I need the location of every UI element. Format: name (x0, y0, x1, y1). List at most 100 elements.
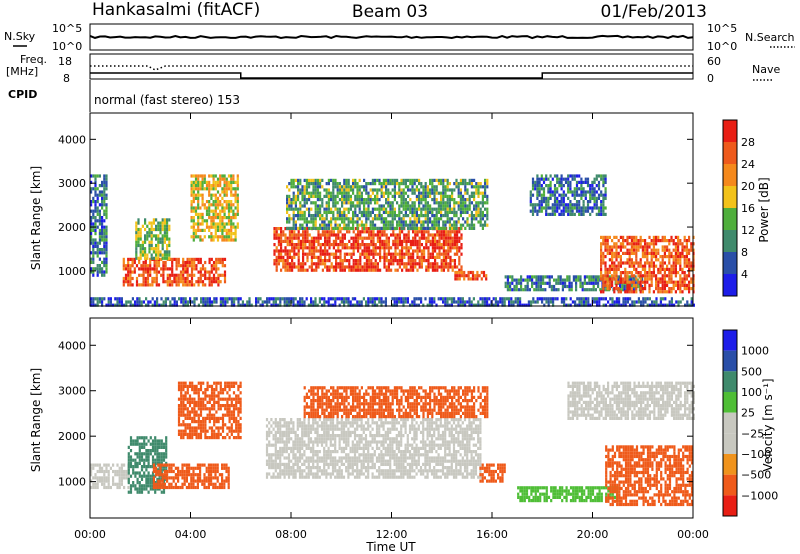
data-cell (679, 267, 682, 271)
data-cell (481, 201, 484, 205)
data-cell (545, 300, 548, 304)
data-cell (589, 193, 592, 197)
data-cell (590, 275, 593, 279)
data-cell (332, 194, 335, 198)
data-cell (668, 300, 671, 304)
data-cell (321, 303, 324, 307)
data-cell (338, 191, 341, 195)
data-cell (127, 445, 130, 449)
data-cell (169, 303, 172, 307)
data-cell (630, 258, 633, 262)
data-cell (448, 226, 451, 230)
data-cell (415, 210, 418, 214)
data-cell (105, 244, 108, 248)
data-cell (151, 283, 154, 287)
data-cell (293, 249, 296, 253)
data-cell (602, 193, 605, 197)
data-cell (195, 297, 198, 301)
data-cell (144, 276, 147, 281)
data-cell (105, 303, 108, 307)
data-cell (468, 214, 471, 218)
data-cell (648, 287, 651, 291)
data-cell (277, 249, 280, 253)
data-cell (145, 477, 148, 481)
data-cell (323, 226, 326, 230)
data-cell (138, 474, 141, 478)
data-cell (312, 191, 315, 195)
data-cell (236, 206, 239, 210)
data-cell (314, 194, 317, 198)
data-cell (429, 243, 432, 247)
freq-unit-label: [MHz] (6, 65, 38, 78)
data-cell (595, 212, 598, 216)
data-cell (442, 255, 445, 259)
data-cell (302, 246, 305, 250)
data-cell (567, 303, 570, 307)
data-cell (123, 476, 126, 480)
data-cell (221, 235, 224, 239)
data-cell (313, 236, 316, 240)
data-cell (96, 212, 99, 216)
data-cell (210, 283, 213, 287)
data-cell (542, 281, 545, 285)
data-cell (230, 219, 233, 223)
data-cell (470, 201, 473, 205)
data-cell (547, 203, 550, 207)
data-cell (434, 265, 437, 269)
data-cell (327, 204, 330, 208)
data-cell (201, 228, 204, 232)
data-cell (575, 180, 579, 184)
data-cell (571, 206, 574, 210)
data-cell (387, 246, 390, 250)
data-cell (324, 259, 327, 263)
data-cell (131, 260, 134, 265)
data-cell (299, 182, 302, 186)
data-cell (140, 267, 143, 271)
data-cell (655, 258, 658, 262)
data-cell (426, 185, 429, 189)
data-cell (539, 288, 542, 292)
data-cell (436, 230, 439, 234)
data-cell (219, 200, 222, 204)
data-cell (212, 200, 215, 204)
data-cell (436, 255, 439, 259)
data-cell (440, 226, 443, 230)
data-cell (140, 458, 144, 462)
data-cell (385, 223, 388, 227)
data-cell (177, 257, 180, 261)
data-cell (591, 193, 594, 197)
data-cell (96, 248, 99, 252)
data-cell (418, 243, 421, 247)
data-cell (194, 228, 198, 232)
data-cell (308, 243, 311, 247)
data-cell (349, 194, 352, 198)
data-cell (192, 209, 195, 213)
data-cell (624, 271, 627, 275)
data-cell (575, 174, 579, 178)
data-cell (582, 297, 585, 301)
data-cell (683, 248, 686, 252)
data-cell (312, 226, 315, 230)
data-cell (380, 226, 383, 230)
data-cell (584, 180, 587, 184)
data-cell (219, 212, 222, 216)
data-cell (142, 283, 145, 287)
data-cell (481, 198, 484, 202)
data-cell (133, 257, 136, 261)
data-cell (668, 251, 671, 255)
data-cell (477, 194, 480, 198)
data-cell (303, 303, 306, 307)
data-cell (459, 188, 462, 192)
data-cell (655, 297, 658, 301)
data-cell (168, 240, 171, 244)
data-cell (163, 250, 166, 254)
data-cell (334, 220, 337, 224)
data-cell (92, 196, 95, 200)
data-cell (341, 239, 344, 243)
data-cell (633, 242, 636, 246)
data-cell (663, 277, 666, 281)
data-cell (661, 287, 664, 291)
data-cell (345, 201, 348, 205)
data-cell (155, 469, 158, 474)
data-cell (217, 283, 220, 287)
